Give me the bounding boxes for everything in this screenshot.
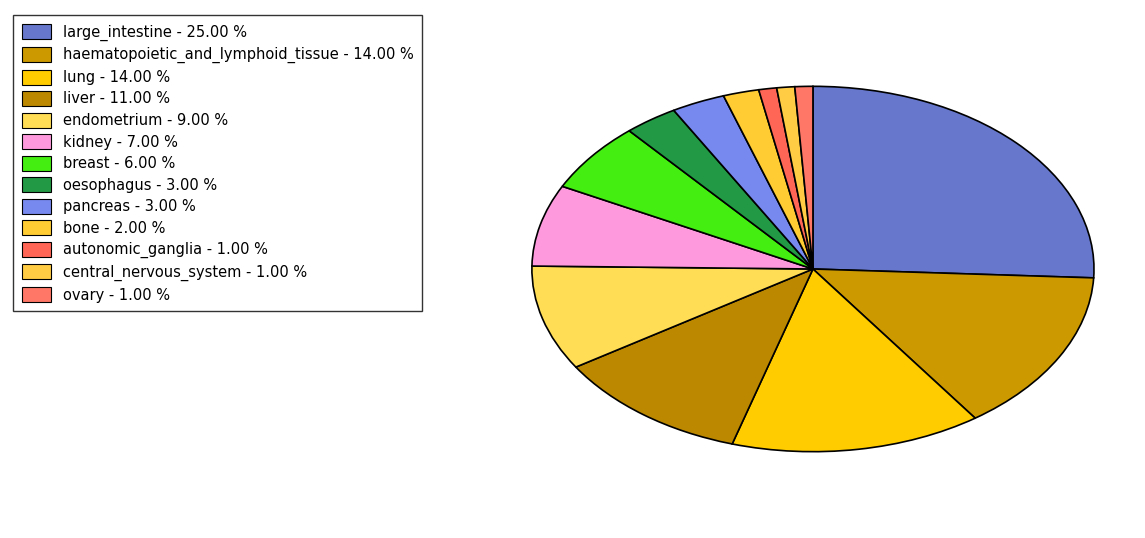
Wedge shape (724, 90, 813, 269)
Wedge shape (813, 86, 1093, 278)
Wedge shape (776, 87, 813, 269)
Wedge shape (630, 110, 813, 269)
Legend: large_intestine - 25.00 %, haematopoietic_and_lymphoid_tissue - 14.00 %, lung - : large_intestine - 25.00 %, haematopoieti… (13, 16, 423, 312)
Wedge shape (732, 269, 976, 452)
Wedge shape (532, 266, 813, 367)
Wedge shape (813, 269, 1093, 418)
Wedge shape (795, 86, 813, 269)
Wedge shape (576, 269, 813, 444)
Wedge shape (532, 186, 813, 269)
Wedge shape (673, 96, 813, 269)
Wedge shape (562, 131, 813, 269)
Wedge shape (759, 88, 813, 269)
